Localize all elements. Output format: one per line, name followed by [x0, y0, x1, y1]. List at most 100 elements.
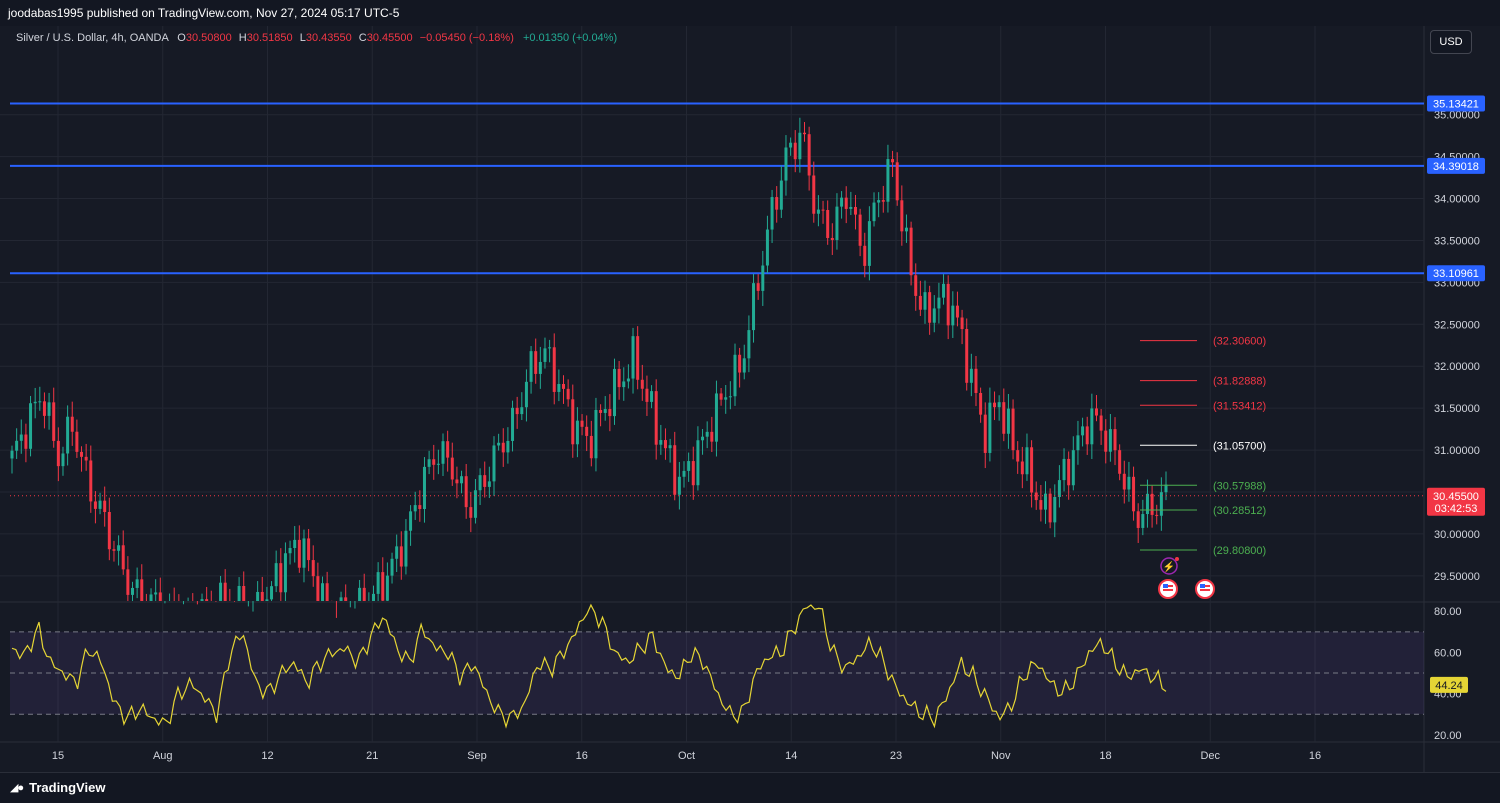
candle-body — [492, 445, 496, 482]
us-flag-event-icon[interactable] — [1195, 579, 1215, 599]
candle-body — [816, 209, 820, 214]
candle-body — [599, 409, 603, 413]
rsi-tick-label: 60.00 — [1434, 647, 1462, 659]
horizontal-line-price-label: 34.39018 — [1433, 161, 1479, 173]
candle-body — [812, 175, 816, 214]
candle-body — [376, 572, 380, 594]
candle-body — [640, 379, 644, 389]
candle-body — [1141, 514, 1145, 528]
candle-body — [1011, 408, 1015, 451]
price-levels: (32.30600) (31.82888) (31.53412) (31.05700)… — [10, 336, 1424, 557]
candle-body — [1030, 447, 1034, 493]
x-tick-label: Dec — [1200, 750, 1220, 762]
candle-body — [988, 402, 992, 453]
candle-body — [538, 361, 542, 374]
candle-body — [997, 402, 1001, 408]
candle-body — [1067, 458, 1071, 486]
candle-body — [687, 461, 691, 471]
candle-body — [256, 591, 260, 601]
x-tick-label: Sep — [467, 750, 487, 762]
candle-body — [803, 132, 807, 135]
candle-body — [580, 420, 584, 427]
candle-body — [793, 142, 797, 160]
tradingview-logo[interactable]: ◢● TradingView — [10, 780, 105, 795]
candle-body — [1159, 492, 1163, 516]
candle-body — [362, 587, 366, 601]
candle-body — [42, 401, 46, 416]
candle-body — [765, 229, 769, 266]
price-level-label: (31.53412) — [1213, 400, 1266, 412]
candle-body — [784, 147, 788, 181]
candle-body — [552, 347, 556, 392]
candle-body — [70, 416, 74, 432]
candle-body — [867, 221, 871, 266]
candle-body — [909, 227, 913, 276]
candle-body — [1145, 493, 1149, 515]
rsi-value-label: 44.24 — [1435, 680, 1463, 692]
grid — [0, 26, 1500, 772]
price-chart[interactable]: (32.30600) (31.82888) (31.53412) (31.05700)… — [0, 26, 1500, 772]
candle-body — [325, 583, 329, 601]
candle-body — [126, 569, 130, 595]
candle-body — [562, 384, 566, 389]
candle-body — [571, 399, 575, 445]
candle-body — [15, 440, 19, 451]
candle-body — [585, 426, 589, 436]
candle-body — [38, 401, 42, 403]
currency-button[interactable]: USD — [1430, 30, 1472, 54]
candle-body — [66, 416, 70, 454]
lightning-event-icon[interactable]: ⚡ — [1160, 557, 1179, 575]
candle-body — [928, 292, 932, 323]
candle-body — [849, 206, 853, 209]
candle-body — [130, 587, 134, 595]
candle-body — [821, 209, 825, 211]
x-tick-label: Nov — [991, 750, 1011, 762]
x-tick-label: 14 — [785, 750, 797, 762]
candle-body — [464, 476, 468, 508]
candle-body — [1048, 493, 1052, 523]
candle-body — [432, 459, 436, 465]
candle-body — [1071, 450, 1075, 486]
candle-body — [390, 558, 394, 576]
x-tick-label: 23 — [890, 750, 902, 762]
candle-body — [566, 388, 570, 400]
candle-body — [404, 530, 408, 567]
candle-body — [297, 539, 301, 568]
candle-body — [497, 442, 501, 446]
symbol-title: Silver / U.S. Dollar, 4h, OANDA — [16, 32, 169, 44]
candle-body — [1076, 435, 1080, 451]
candle-body — [608, 409, 612, 417]
candle-body — [775, 197, 779, 210]
y-tick-label: 32.50000 — [1434, 319, 1480, 331]
candle-body — [918, 295, 922, 310]
candle-body — [140, 579, 144, 601]
candle-body — [840, 197, 844, 207]
candle-body — [993, 402, 997, 408]
candle-body — [663, 440, 667, 449]
candle-body — [358, 587, 362, 601]
rsi-value-tag — [1430, 676, 1468, 693]
extra-change: +0.01350 (+0.04%) — [522, 32, 618, 44]
candle-body — [705, 431, 709, 437]
candle-body — [321, 583, 325, 601]
candle-body — [121, 545, 125, 570]
candle-body — [1025, 447, 1029, 475]
candle-body — [270, 586, 274, 600]
y-tick-label: 33.50000 — [1434, 235, 1480, 247]
candle-body — [942, 283, 946, 298]
y-tick-label: 34.00000 — [1434, 194, 1480, 206]
current-price-tag — [1427, 487, 1485, 516]
candle-body — [974, 368, 978, 393]
us-flag-event-icon[interactable] — [1158, 579, 1178, 599]
candle-body — [511, 407, 515, 441]
horizontal-lines[interactable] — [10, 102, 1424, 275]
countdown-label: 03:42:53 — [1435, 503, 1478, 515]
candle-body — [557, 384, 561, 392]
candle-body — [478, 475, 482, 491]
candle-body — [441, 441, 445, 464]
event-icons[interactable]: ⚡ — [1158, 557, 1215, 599]
candle-body — [260, 591, 264, 601]
candle-body — [219, 582, 223, 601]
x-tick-label: 18 — [1099, 750, 1111, 762]
candle-body — [631, 336, 635, 379]
